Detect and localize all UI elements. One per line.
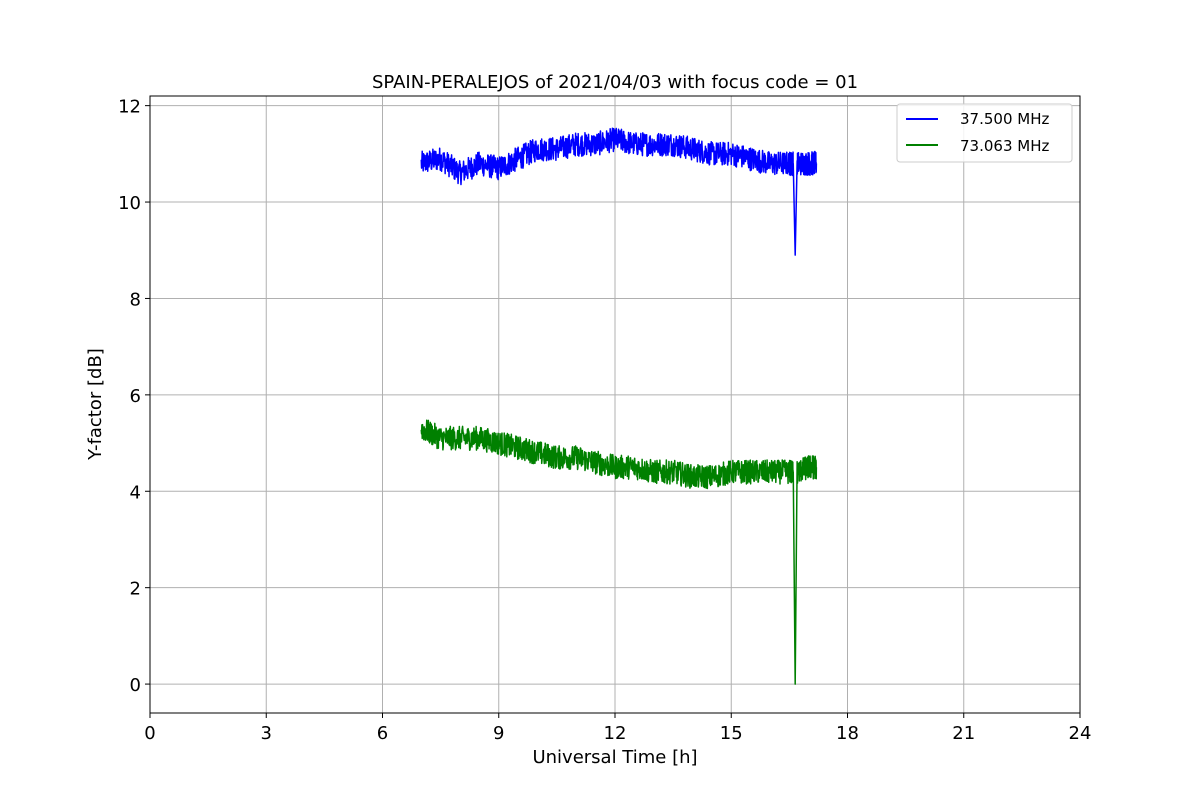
x-tick-label: 18	[836, 723, 859, 744]
x-tick-label: 6	[377, 723, 388, 744]
x-tick-label: 24	[1069, 723, 1092, 744]
series-line-1	[420, 419, 818, 685]
legend-label-37500: 37.500 MHz	[960, 110, 1049, 128]
x-tick-label: 3	[261, 723, 272, 744]
y-axis-label: Y-factor [dB]	[85, 348, 106, 461]
x-tick-label: 21	[952, 723, 975, 744]
y-tick-label: 6	[130, 386, 141, 407]
y-tick-label: 0	[130, 675, 141, 696]
y-tick-label: 2	[130, 579, 141, 600]
series-lines	[420, 127, 818, 685]
x-tick-label: 15	[720, 723, 743, 744]
legend: 37.500 MHz 73.063 MHz	[896, 103, 1073, 163]
series-line-0	[420, 127, 818, 256]
x-axis-label: Universal Time [h]	[532, 747, 697, 768]
y-tick-label: 12	[118, 97, 141, 118]
y-tick-label: 10	[118, 193, 141, 214]
x-tick-label: 0	[144, 723, 155, 744]
y-tick-label: 4	[130, 482, 141, 503]
legend-label-73063: 73.063 MHz	[960, 137, 1049, 155]
legend-box	[896, 103, 1073, 163]
x-tick-label: 9	[493, 723, 504, 744]
chart-title: SPAIN-PERALEJOS of 2021/04/03 with focus…	[372, 72, 858, 93]
x-tick-label: 12	[604, 723, 627, 744]
y-tick-label: 8	[130, 289, 141, 310]
